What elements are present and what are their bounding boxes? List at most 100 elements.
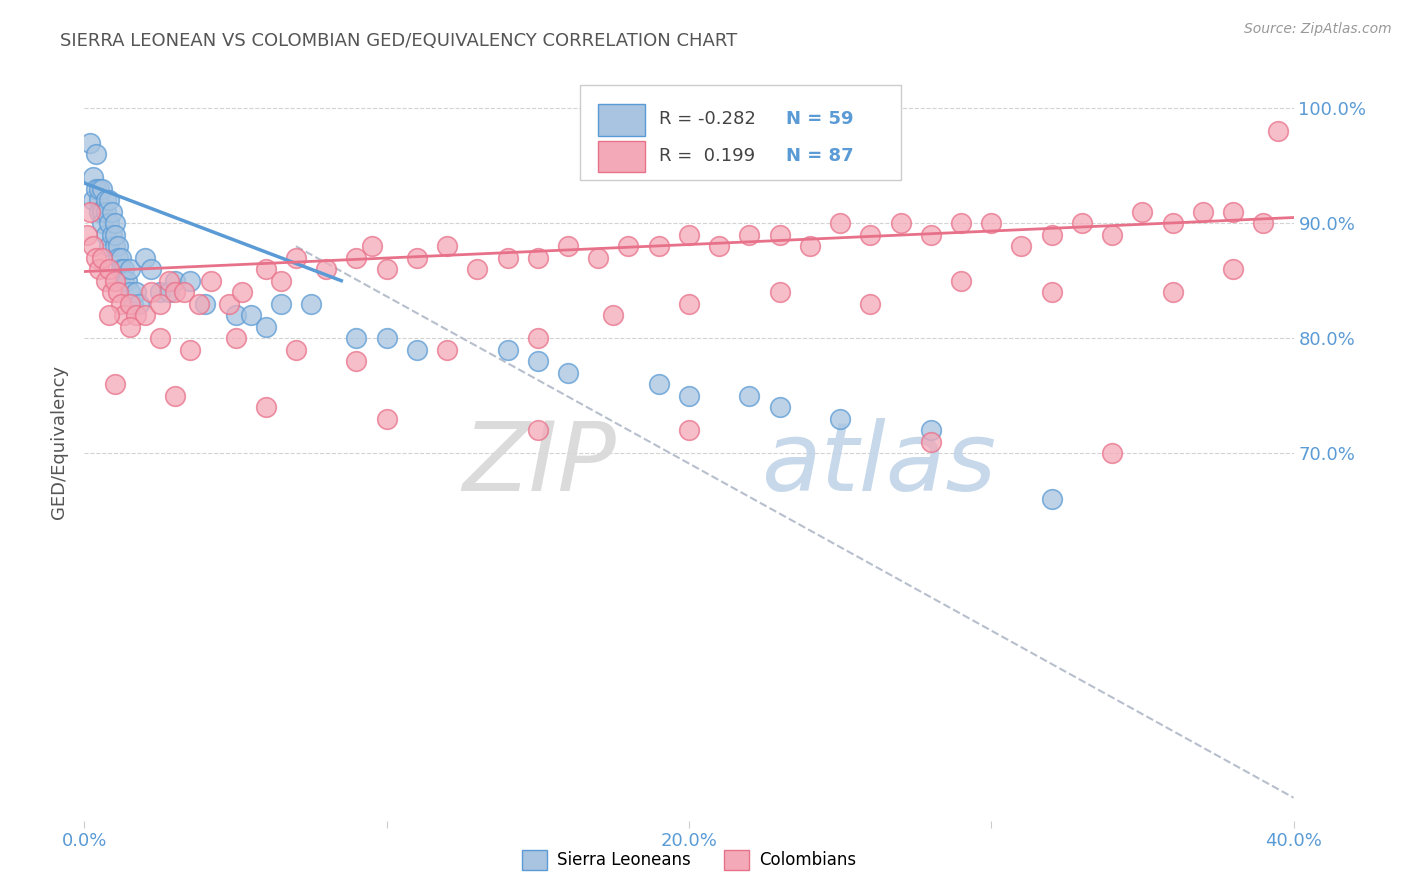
Point bbox=[134, 308, 156, 322]
Point bbox=[82, 239, 104, 253]
Point bbox=[97, 194, 120, 208]
Point bbox=[375, 331, 398, 345]
Text: ZIP: ZIP bbox=[463, 417, 616, 511]
Point bbox=[91, 182, 114, 196]
Point bbox=[79, 136, 101, 150]
Point bbox=[91, 204, 114, 219]
Point bbox=[107, 251, 129, 265]
Point bbox=[527, 354, 550, 368]
FancyBboxPatch shape bbox=[581, 85, 901, 180]
Point bbox=[94, 227, 117, 242]
Point bbox=[950, 274, 973, 288]
Point bbox=[360, 239, 382, 253]
Point bbox=[254, 262, 277, 277]
Point bbox=[1130, 204, 1153, 219]
Point bbox=[1161, 285, 1184, 300]
Point bbox=[648, 239, 671, 253]
Point bbox=[859, 227, 882, 242]
Point bbox=[149, 285, 172, 300]
Point bbox=[118, 319, 141, 334]
Point bbox=[118, 262, 141, 277]
Text: N = 59: N = 59 bbox=[786, 111, 853, 128]
Point bbox=[179, 274, 201, 288]
Point bbox=[149, 331, 172, 345]
Point bbox=[346, 354, 368, 368]
Text: SIERRA LEONEAN VS COLOMBIAN GED/EQUIVALENCY CORRELATION CHART: SIERRA LEONEAN VS COLOMBIAN GED/EQUIVALE… bbox=[60, 32, 737, 50]
Point bbox=[920, 434, 942, 449]
Point bbox=[527, 331, 550, 345]
Point bbox=[738, 388, 761, 402]
Point bbox=[225, 308, 247, 322]
Point bbox=[179, 343, 201, 357]
Point bbox=[100, 204, 122, 219]
Point bbox=[527, 251, 550, 265]
Point bbox=[128, 296, 150, 310]
Point bbox=[406, 343, 429, 357]
Text: Source: ZipAtlas.com: Source: ZipAtlas.com bbox=[1244, 22, 1392, 37]
Point bbox=[950, 216, 973, 230]
Point bbox=[557, 239, 579, 253]
FancyBboxPatch shape bbox=[599, 104, 645, 136]
Point bbox=[104, 227, 127, 242]
Point bbox=[104, 216, 127, 230]
Point bbox=[118, 296, 141, 310]
Point bbox=[107, 285, 129, 300]
Text: atlas: atlas bbox=[762, 417, 997, 511]
Point bbox=[496, 251, 519, 265]
Point bbox=[467, 262, 489, 277]
Point bbox=[139, 285, 162, 300]
Point bbox=[709, 239, 731, 253]
Point bbox=[112, 308, 135, 322]
Point bbox=[254, 400, 277, 414]
Point bbox=[678, 296, 700, 310]
Point bbox=[738, 227, 761, 242]
Point bbox=[100, 285, 122, 300]
Point bbox=[980, 216, 1002, 230]
Point bbox=[134, 251, 156, 265]
Point bbox=[97, 216, 120, 230]
Point bbox=[270, 274, 292, 288]
Point bbox=[557, 366, 579, 380]
Point bbox=[165, 388, 187, 402]
Point bbox=[678, 227, 700, 242]
Point bbox=[82, 170, 104, 185]
Point bbox=[527, 423, 550, 437]
Point bbox=[112, 262, 135, 277]
Point bbox=[1071, 216, 1094, 230]
Point bbox=[86, 147, 108, 161]
Point bbox=[859, 296, 882, 310]
Point bbox=[139, 262, 162, 277]
Point bbox=[125, 308, 148, 322]
Point bbox=[1222, 262, 1244, 277]
Point bbox=[830, 411, 852, 425]
Point bbox=[375, 262, 398, 277]
Point bbox=[285, 343, 308, 357]
Point bbox=[188, 296, 211, 310]
Point bbox=[375, 411, 398, 425]
Point bbox=[110, 251, 132, 265]
Point bbox=[157, 285, 180, 300]
Point bbox=[110, 262, 132, 277]
Point bbox=[285, 251, 308, 265]
Legend: Sierra Leoneans, Colombians: Sierra Leoneans, Colombians bbox=[515, 843, 863, 877]
Point bbox=[678, 388, 700, 402]
Point bbox=[1101, 446, 1123, 460]
Point bbox=[299, 296, 322, 310]
Point bbox=[1040, 491, 1063, 506]
Point bbox=[920, 227, 942, 242]
Point bbox=[86, 182, 108, 196]
Point bbox=[225, 331, 247, 345]
Point bbox=[799, 239, 821, 253]
Point bbox=[769, 285, 792, 300]
Point bbox=[89, 204, 111, 219]
Point bbox=[115, 274, 138, 288]
Point bbox=[254, 319, 277, 334]
Point bbox=[231, 285, 253, 300]
Point bbox=[1161, 216, 1184, 230]
Point bbox=[1222, 204, 1244, 219]
Point bbox=[97, 308, 120, 322]
Point bbox=[200, 274, 222, 288]
Point bbox=[149, 296, 172, 310]
Point bbox=[239, 308, 262, 322]
Point bbox=[104, 377, 127, 392]
